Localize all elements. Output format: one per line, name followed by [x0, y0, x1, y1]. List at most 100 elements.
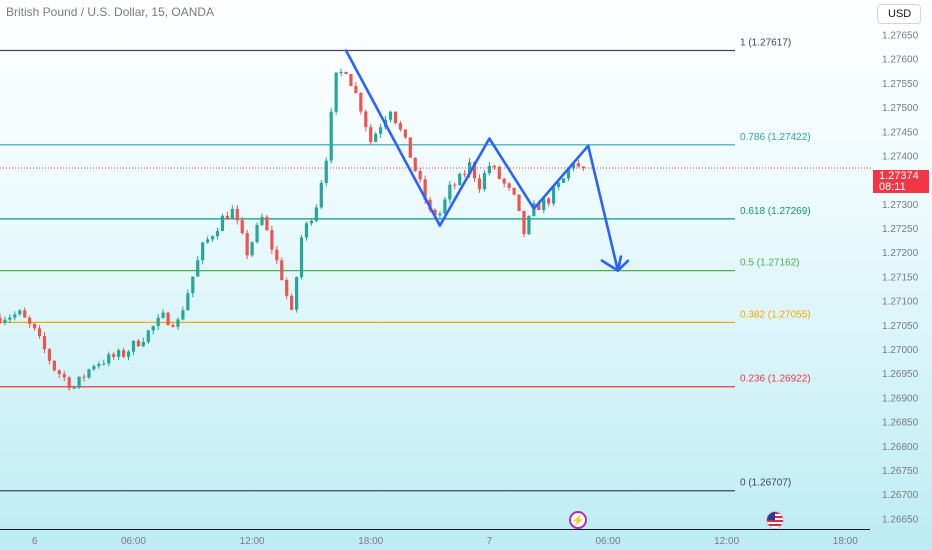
candle-body — [547, 198, 551, 204]
candle — [102, 359, 106, 366]
candle-body — [230, 208, 234, 220]
x-tick-label: 12:00 — [714, 536, 739, 547]
candle-body — [215, 231, 220, 237]
candle — [561, 178, 566, 183]
candle — [146, 329, 150, 344]
candle — [507, 181, 511, 191]
candle — [299, 235, 304, 280]
candle-body — [537, 203, 541, 211]
candle — [161, 309, 165, 319]
candle-body — [522, 210, 526, 235]
candle — [117, 348, 121, 360]
candle-body — [42, 336, 47, 350]
candle — [280, 257, 284, 281]
symbol-title[interactable]: British Pound / U.S. Dollar, 15, OANDA — [6, 5, 215, 19]
candle — [418, 167, 422, 183]
candle-body — [379, 127, 383, 134]
candle-body — [77, 376, 81, 388]
currency-button[interactable]: USD — [877, 4, 921, 24]
candle — [369, 124, 373, 146]
candle — [329, 107, 333, 164]
candle — [552, 184, 556, 207]
candle — [270, 225, 274, 254]
y-tick-label: 1.26800 — [882, 442, 919, 453]
candle-body — [314, 207, 318, 221]
candle — [304, 221, 309, 241]
candle-body — [47, 349, 52, 361]
candle — [151, 325, 155, 335]
time-axis[interactable]: 6 06:00 12:00 18:00 7 06:00 12:00 18:00 — [32, 536, 858, 547]
candle-body — [468, 162, 472, 175]
candle-body — [398, 123, 402, 130]
candle — [413, 157, 417, 173]
candle — [47, 347, 52, 365]
candle — [37, 325, 42, 339]
candle — [354, 81, 358, 94]
us-flag-event-icon[interactable] — [766, 511, 784, 529]
candle — [141, 337, 145, 348]
candle — [52, 360, 56, 372]
fib-level-label: 1 (1.27617) — [740, 37, 791, 48]
candle-body — [250, 242, 254, 256]
candle-body — [112, 354, 116, 357]
fib-level-label: 0 (1.26707) — [740, 478, 791, 489]
y-tick-label: 1.26950 — [882, 369, 919, 380]
candle — [72, 385, 76, 390]
y-tick-label: 1.27500 — [882, 103, 919, 114]
candle — [28, 315, 32, 328]
candle — [82, 373, 86, 382]
candle-body — [344, 71, 348, 74]
candle-body — [443, 199, 447, 214]
candle-body — [433, 209, 437, 216]
candle — [230, 204, 234, 220]
candle-body — [196, 260, 200, 277]
lightning-event-icon[interactable]: ⚡ — [569, 511, 587, 529]
candle — [136, 339, 141, 347]
x-tick-label: 18:00 — [833, 536, 858, 547]
candle-body — [33, 323, 37, 329]
candle — [547, 197, 551, 207]
candle — [186, 289, 190, 311]
candle-body — [408, 137, 412, 158]
candle-body — [388, 111, 393, 120]
x-tick-label: 12:00 — [240, 536, 265, 547]
candle — [448, 181, 452, 204]
candle — [181, 306, 185, 321]
candle-body — [319, 182, 323, 208]
current-price-tag: 1.27374 08:11 — [873, 170, 929, 193]
candle-body — [92, 366, 96, 370]
candle-body — [482, 173, 487, 190]
candle — [517, 194, 521, 212]
candle — [250, 241, 254, 258]
candle-body — [191, 276, 195, 294]
candle-body — [220, 215, 225, 232]
candle-body — [542, 198, 546, 211]
candle — [97, 361, 101, 369]
candle — [112, 352, 116, 360]
candle-body — [72, 387, 76, 389]
pattern-arrowhead[interactable] — [600, 255, 623, 272]
candle — [235, 205, 239, 225]
candle-body — [3, 319, 7, 323]
candle — [314, 204, 318, 223]
candle — [334, 72, 338, 116]
y-tick-label: 1.27300 — [882, 200, 919, 211]
fibonacci-retracement[interactable]: 1 (1.27617) 0.786 (1.27422) 0.618 (1.27269… — [0, 37, 811, 492]
candle — [408, 137, 412, 158]
pattern-line[interactable] — [344, 49, 630, 272]
pattern-drawing[interactable] — [344, 49, 630, 272]
candle-body — [561, 178, 566, 183]
candle — [522, 210, 526, 238]
fib-level-label: 0.5 (1.27162) — [740, 258, 800, 269]
candle-body — [556, 182, 561, 188]
candle — [339, 68, 343, 77]
price-axis[interactable]: 1.27650 1.27600 1.27550 1.27500 1.27450 1.274… — [882, 31, 919, 526]
candle-body — [37, 328, 42, 337]
candle — [210, 235, 215, 242]
candle-body — [492, 165, 496, 168]
candle-body — [448, 184, 452, 200]
candle-body — [18, 310, 22, 315]
candle — [176, 317, 180, 330]
candle-body — [403, 129, 407, 138]
